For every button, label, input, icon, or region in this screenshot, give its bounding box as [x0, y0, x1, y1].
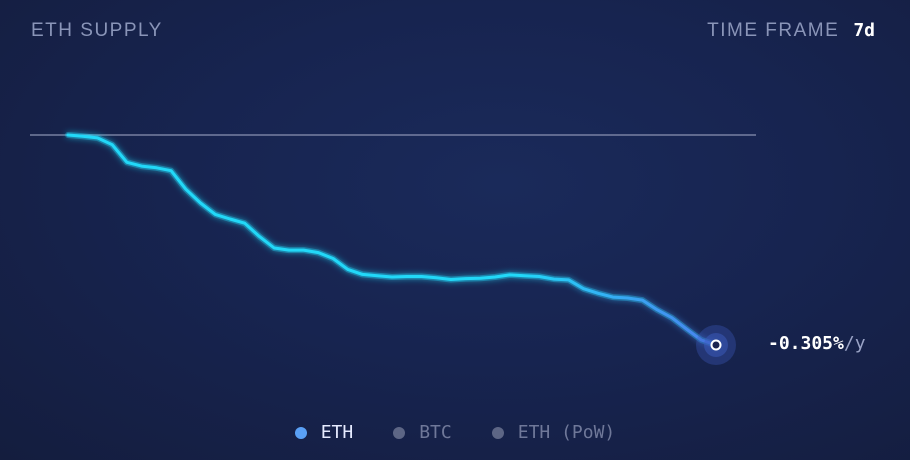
- legend-label: ETH: [320, 422, 354, 443]
- rate-unit: /y: [843, 333, 866, 354]
- legend-dot-icon: [294, 426, 307, 439]
- chart-legend: ETH BTC ETH (PoW): [0, 422, 910, 443]
- timeframe-selector[interactable]: TIME FRAME 7d: [707, 20, 875, 42]
- timeframe-value[interactable]: 7d: [853, 20, 875, 41]
- rate-value: -0.305%: [768, 333, 844, 354]
- legend-dot-icon: [393, 426, 406, 439]
- legend-label: ETH (PoW): [517, 422, 616, 443]
- legend-item-eth-pow[interactable]: ETH (PoW): [491, 422, 616, 443]
- legend-dot-icon: [491, 426, 504, 439]
- legend-item-btc[interactable]: BTC: [393, 422, 452, 443]
- current-point-marker[interactable]: [710, 339, 722, 351]
- legend-label: BTC: [419, 422, 452, 443]
- supply-growth-rate: -0.305% /y: [768, 333, 866, 354]
- legend-item-eth[interactable]: ETH: [294, 422, 354, 443]
- eth-series-line: [66, 133, 718, 347]
- eth-series-glow: [65, 132, 719, 348]
- chart-title: ETH SUPPLY: [31, 20, 163, 41]
- timeframe-label: TIME FRAME: [707, 20, 840, 41]
